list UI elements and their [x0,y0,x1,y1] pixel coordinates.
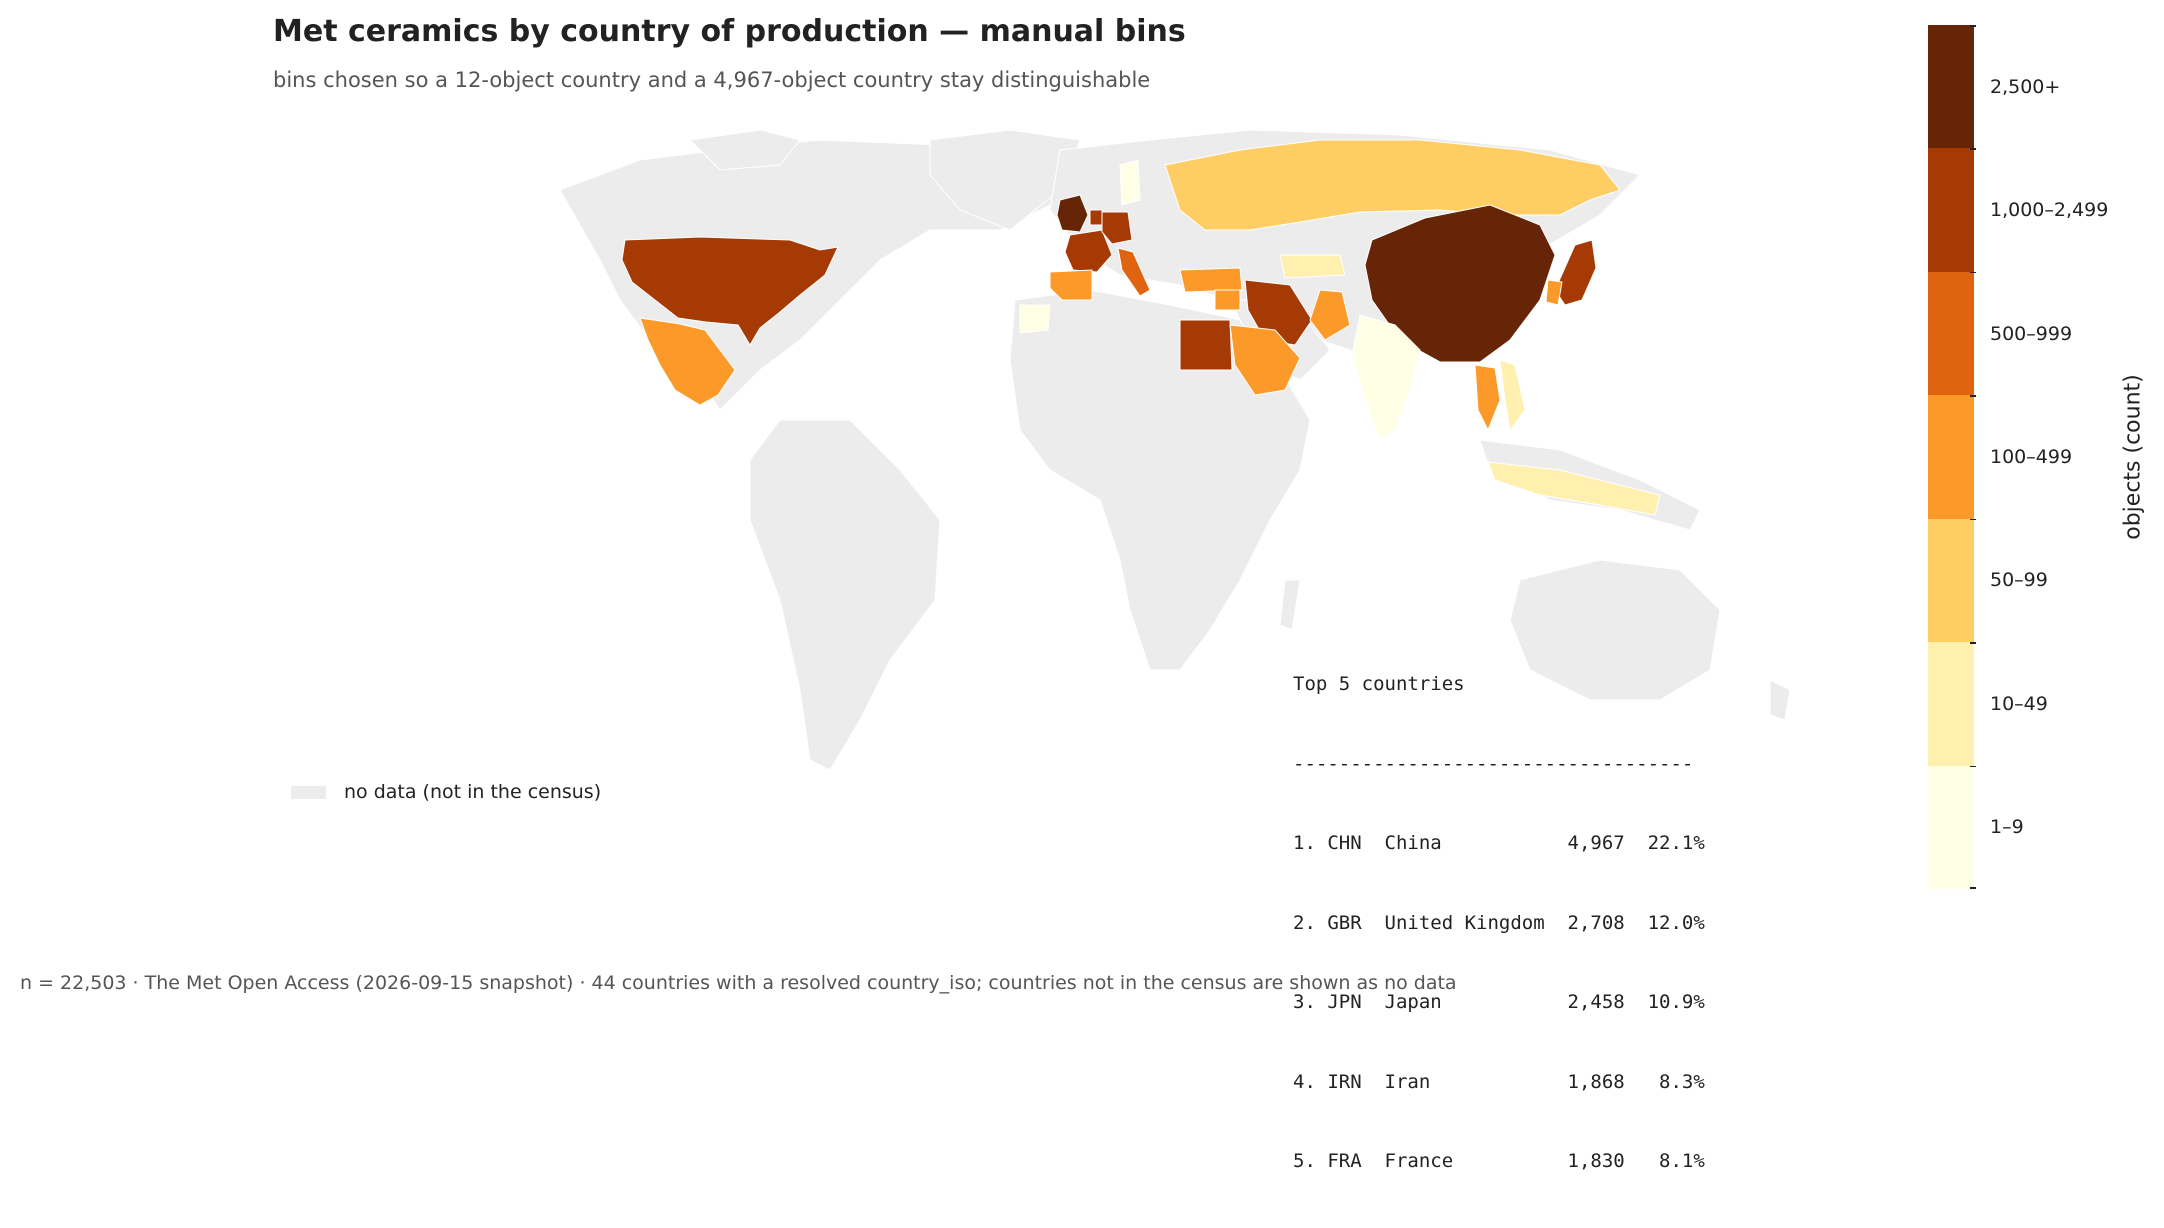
colorbar-segment [1928,395,1974,519]
country-korea [1545,279,1563,306]
top5-row: 2. GBR United Kingdom 2,708 12.0% [1293,911,1705,934]
country-vietnam [1499,359,1526,432]
country-russia [1164,139,1621,231]
country-indonesia [1487,461,1661,516]
colorbar-tick [1970,271,1976,274]
world-map [559,129,1791,771]
top5-row: 4. IRN Iran 1,868 8.3% [1293,1070,1705,1093]
country-germany [1101,211,1133,245]
country-united-kingdom [1056,194,1089,233]
colorbar-segment [1928,25,1974,149]
country-saudi-arabia [1229,324,1301,396]
country-turkey [1179,267,1243,293]
country-syria [1214,289,1241,311]
colorbar-bin-label: 500–999 [1990,322,2073,345]
top5-row: 3. JPN Japan 2,458 10.9% [1293,991,1705,1013]
country-mexico [639,317,736,406]
colorbar-tick [1970,642,1976,644]
country-egypt [1179,319,1233,371]
country-pakistan [1309,289,1351,341]
colorbar [1928,25,1974,889]
colorbar-ticks [1970,25,1990,889]
country-sweden [1119,159,1141,206]
colorbar-tick [1970,887,1976,889]
top5-table: Top 5 countries ------------------------… [1293,618,1705,1228]
colorbar-segment [1928,642,1974,766]
country-netherlands [1089,209,1103,226]
top5-row: 1. CHN China 4,967 22.1% [1293,832,1705,854]
no-data-legend: no data (not in the census) [291,781,601,803]
country-morocco [1019,304,1051,334]
new-zealand-landmass [1769,679,1791,721]
country-italy [1117,247,1151,297]
colorbar-tick [1970,148,1976,151]
chart-canvas: Met ceramics by country of production — … [20,14,2146,1172]
footer-note: n = 22,503 · The Met Open Access (2026-0… [20,972,1457,994]
top5-row: 5. FRA France 1,830 8.1% [1293,1150,1705,1172]
colorbar-bin-label: 10–49 [1990,692,2048,715]
country-spain [1049,269,1093,301]
top5-separator: ----------------------------------- [1293,752,1694,775]
south-america-landmass [749,419,941,771]
colorbar-bin-label: 50–99 [1990,569,2048,592]
country-region-layer [621,139,1661,516]
canada-arctic-landmass [688,129,801,171]
colorbar-tick [1970,765,1976,768]
no-data-swatch [291,785,326,799]
colorbar-title: objects (count) [2120,374,2146,540]
colorbar-bin-label: 1–9 [1990,816,2024,839]
colorbar-tick [1970,395,1976,397]
no-data-label: no data (not in the census) [344,781,602,803]
colorbar-bin-label: 2,500+ [1990,75,2061,98]
top5-title: Top 5 countries [1293,673,1465,695]
colorbar-segment [1928,148,1974,272]
colorbar-bin-label: 1,000–2,499 [1990,199,2109,222]
chart-title: Met ceramics by country of production — … [273,14,1186,49]
australia-landmass [1509,559,1721,701]
country-united-states [621,236,839,346]
colorbar-segment [1928,765,1974,889]
country-india [1351,314,1421,441]
madagascar-landmass [1279,579,1301,631]
chart-subtitle: bins chosen so a 12-object country and a… [273,68,1151,92]
country-china [1364,204,1556,363]
colorbar-tick [1970,25,1976,27]
country-uzbekistan [1279,254,1346,279]
colorbar-bin-label: 100–499 [1990,446,2073,468]
greenland-landmass [929,129,1081,231]
colorbar-segment [1928,271,1974,396]
country-japan [1554,239,1597,306]
colorbar-tick [1970,518,1976,521]
country-thailand [1474,364,1501,432]
colorbar-segment [1928,518,1974,643]
